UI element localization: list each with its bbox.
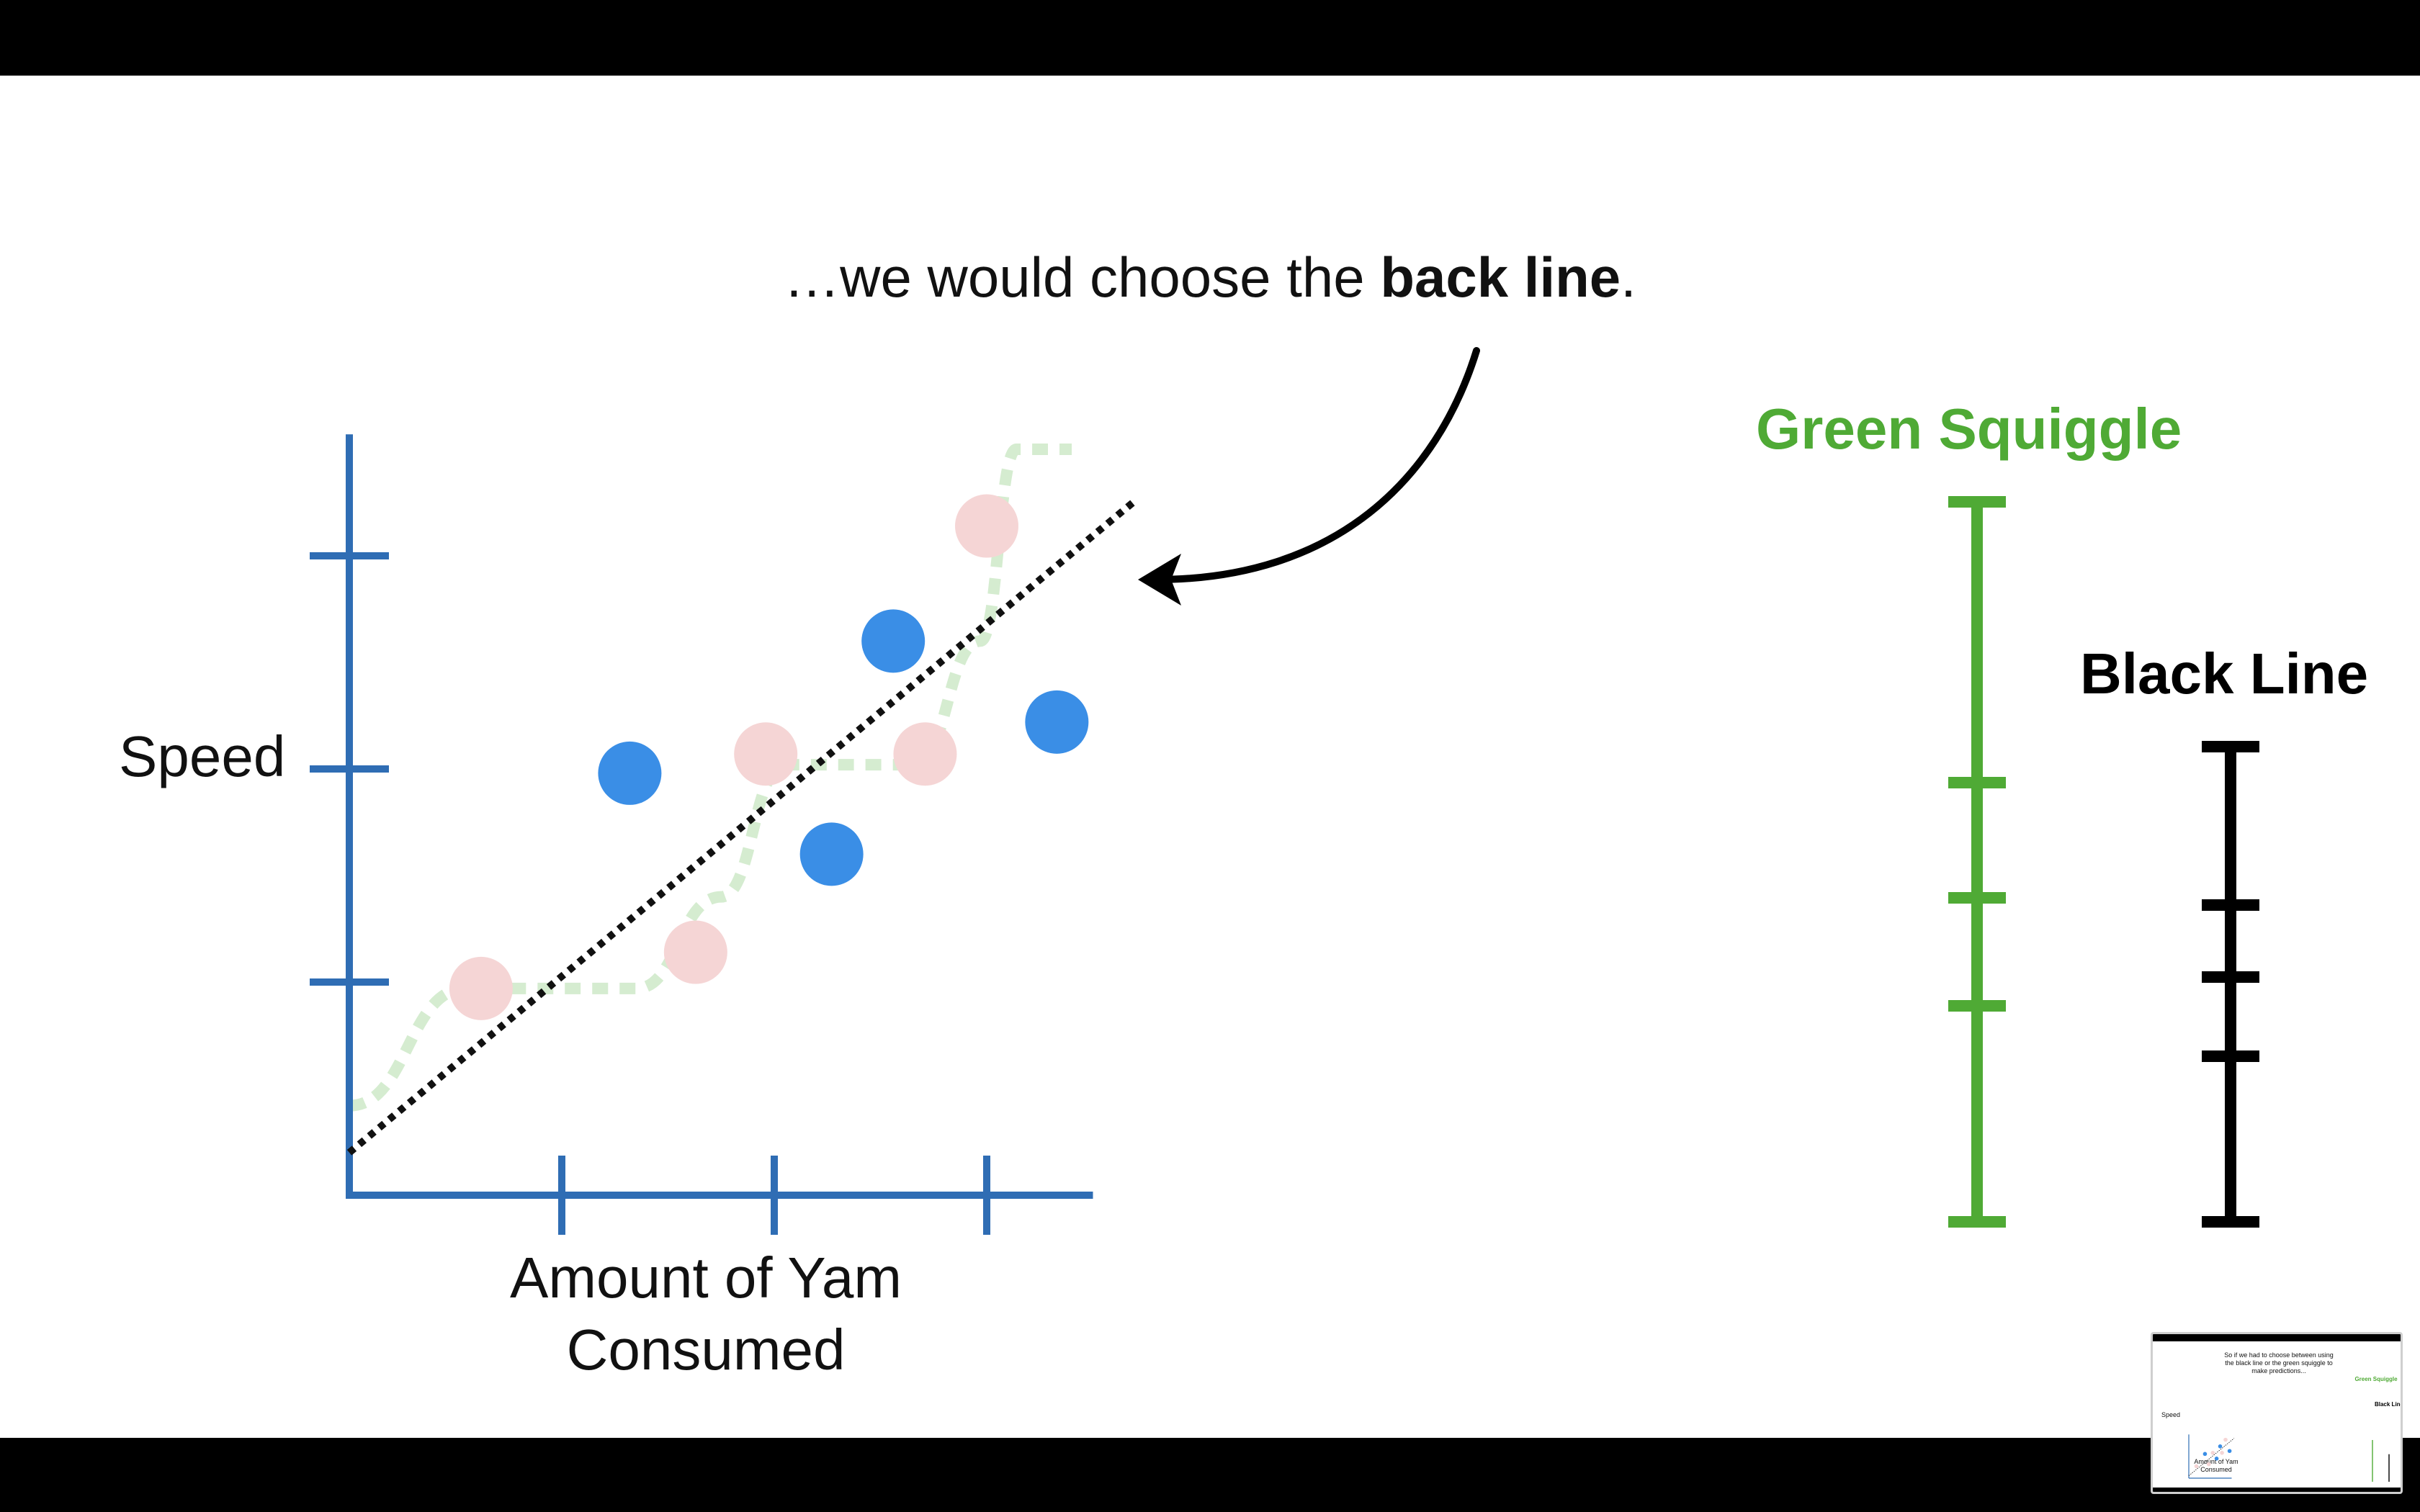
- pink-point-5: [955, 494, 1018, 558]
- green-squiggle-heading: Green Squiggle: [1756, 397, 2182, 461]
- thumbnail-y-label: Speed: [2161, 1411, 2180, 1418]
- thumbnail-pink-point-1: [2194, 1464, 2199, 1469]
- x-axis-label: Amount of Yam Consumed: [510, 1246, 902, 1382]
- y-axis-label: Speed: [119, 724, 286, 788]
- thumbnail-pink-point-5: [2223, 1437, 2228, 1442]
- blue-point-2: [799, 822, 864, 886]
- thumbnail-caption-line-1: So if we had to choose between using: [2224, 1351, 2334, 1359]
- thumbnail-x-label-1: Amount of Yam: [2194, 1458, 2238, 1465]
- arrow-curve: [1152, 347, 1480, 583]
- chart-svg: [310, 347, 2259, 1235]
- caption-suffix: .: [1621, 246, 1636, 309]
- black-line-fit: [346, 498, 1138, 1156]
- thumbnail-pink-point-3: [2210, 1451, 2215, 1455]
- slide: …we would choose the back line. Speed Am…: [0, 76, 2420, 1438]
- thumbnail-plot: [2188, 1434, 2390, 1482]
- pink-point-3: [734, 722, 798, 786]
- thumbnail-top-bar: [2153, 1334, 2401, 1341]
- error-bars-plot: [1948, 496, 2259, 1228]
- caption-prefix: …we would choose the: [784, 246, 1381, 309]
- pink-point-2: [663, 920, 727, 984]
- blue-point-1: [598, 741, 662, 805]
- thumbnail-bottom-bar: [2153, 1488, 2401, 1492]
- annotation-arrow: [1138, 347, 1480, 606]
- thumbnail-green-label: Green Squiggle: [2354, 1376, 2398, 1382]
- thumbnail-black-label: Black Line: [2375, 1401, 2403, 1408]
- slide-caption: …we would choose the back line.: [0, 245, 2420, 310]
- thumbnail-caption-line-2: the black line or the green squiggle to: [2225, 1359, 2333, 1367]
- arrow-head: [1138, 554, 1181, 606]
- caption-bold: back line: [1380, 246, 1621, 309]
- thumbnail-blue-point-3: [2218, 1444, 2223, 1449]
- blue-point-4: [1025, 690, 1089, 754]
- thumbnail-pink-point-2: [2206, 1462, 2211, 1467]
- black-line-heading: Black Line: [2080, 642, 2369, 706]
- thumbnail-blue-point-1: [2202, 1452, 2208, 1457]
- thumbnail-x-label-2: Consumed: [2200, 1466, 2232, 1473]
- slide-thumbnail[interactable]: So if we had to choose between using the…: [2151, 1332, 2403, 1494]
- scatter-plot: [310, 434, 1138, 1235]
- pink-point-1: [449, 956, 513, 1020]
- pink-point-4: [893, 722, 957, 786]
- thumbnail-pink-point-4: [2220, 1451, 2224, 1455]
- blue-point-3: [861, 609, 926, 673]
- thumbnail-blue-point-2: [2214, 1457, 2219, 1461]
- thumbnail-caption-line-3: make predictions...: [2251, 1367, 2306, 1374]
- thumbnail-svg: So if we had to choose between using the…: [2153, 1334, 2403, 1492]
- thumbnail-blue-point-4: [2227, 1449, 2232, 1454]
